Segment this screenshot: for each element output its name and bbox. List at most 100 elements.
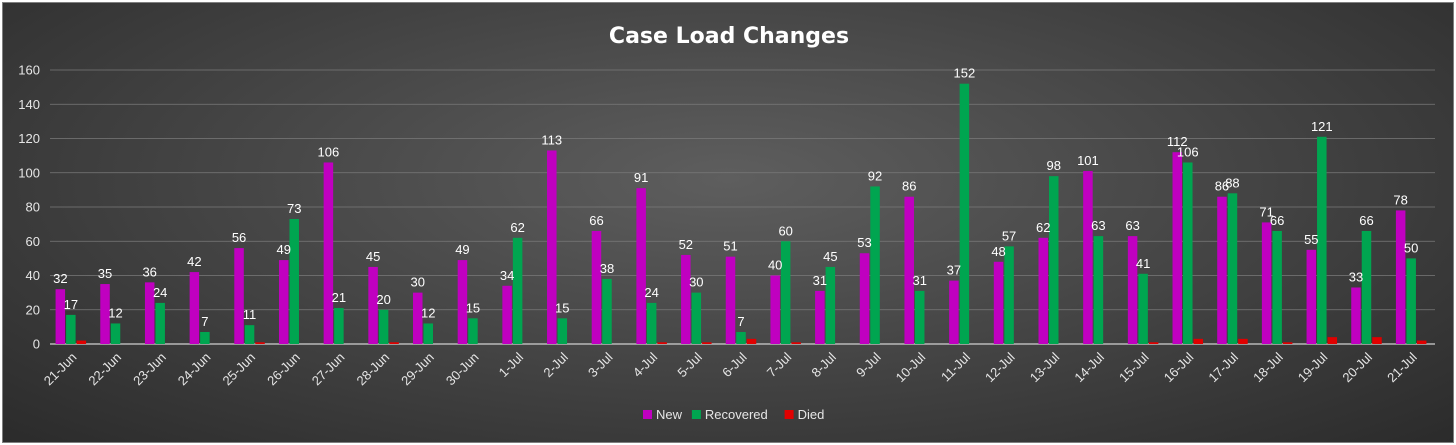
data-label-recovered: 57	[1002, 228, 1016, 243]
data-label-new: 66	[589, 213, 603, 228]
data-label-new: 51	[723, 239, 737, 254]
x-tick-label: 21-Jun	[41, 350, 80, 389]
bar-new	[457, 260, 468, 344]
bar-recovered	[1406, 258, 1416, 344]
data-label-recovered: 92	[868, 168, 882, 183]
bar-new	[681, 254, 691, 344]
bar-died	[255, 342, 265, 344]
bar-recovered	[155, 302, 165, 344]
bar-recovered	[825, 266, 836, 344]
data-label-recovered: 45	[823, 249, 837, 264]
data-label-recovered: 21	[332, 290, 346, 305]
bar-new	[1261, 222, 1272, 344]
x-tick-label: 19-Jul	[1295, 349, 1331, 385]
data-label-recovered: 121	[1311, 119, 1333, 134]
data-label-recovered: 60	[778, 223, 792, 238]
chart-title: Case Load Changes	[609, 24, 849, 49]
bar-recovered	[1227, 193, 1238, 344]
legend-item-new: New	[643, 407, 683, 422]
bar-recovered	[512, 237, 523, 344]
bar-recovered	[423, 323, 434, 344]
data-label-new: 63	[1125, 218, 1139, 233]
data-label-recovered: 30	[689, 275, 703, 290]
data-label-recovered: 7	[201, 314, 208, 329]
data-label-recovered: 63	[1091, 218, 1105, 233]
y-tick-label: 20	[26, 302, 40, 317]
bar-new	[189, 272, 200, 344]
bar-died	[76, 340, 87, 344]
data-label-new: 45	[366, 249, 380, 264]
bar-new	[591, 230, 602, 344]
bar-recovered	[378, 309, 389, 344]
data-label-recovered: 12	[108, 305, 122, 320]
x-tick-label: 14-Jul	[1071, 349, 1107, 385]
bar-recovered	[289, 218, 299, 344]
x-tick-label: 25-Jun	[219, 350, 258, 389]
bar-died	[1327, 337, 1338, 344]
bar-new	[1172, 152, 1183, 344]
bar-new	[144, 282, 155, 344]
data-label-new: 31	[813, 273, 827, 288]
y-tick-label: 120	[18, 131, 40, 146]
bar-new	[904, 196, 914, 344]
gridlines	[50, 69, 1435, 345]
x-tick-label: 29-Jun	[398, 350, 437, 389]
data-label-new: 53	[857, 235, 871, 250]
data-label-new: 106	[318, 144, 340, 159]
y-tick-label: 160	[18, 63, 40, 78]
bar-recovered	[914, 290, 925, 344]
data-label-new: 112	[1167, 134, 1188, 149]
x-tick-label: 30-Jun	[443, 350, 482, 389]
bar-recovered	[1093, 236, 1104, 344]
x-tick-label: 4-Jul	[630, 349, 661, 380]
bar-died	[702, 342, 712, 344]
data-label-recovered: 38	[600, 261, 614, 276]
bar-recovered	[1183, 162, 1193, 344]
x-tick-label: 21-Jul	[1384, 349, 1420, 385]
bar-recovered	[334, 308, 344, 344]
y-tick-label: 80	[26, 200, 40, 215]
data-label-new: 78	[1393, 192, 1407, 207]
bar-recovered	[736, 332, 746, 344]
bar-died	[1148, 342, 1159, 344]
y-tick-label: 0	[33, 337, 40, 352]
x-tick-label: 2-Jul	[540, 349, 571, 380]
data-label-new: 86	[1215, 179, 1229, 194]
legend-label: Recovered	[705, 407, 768, 422]
bar-new	[1083, 171, 1093, 344]
bar-new	[278, 260, 289, 344]
y-tick-label: 100	[18, 165, 40, 180]
bar-new	[502, 285, 512, 344]
data-label-new: 49	[276, 242, 290, 257]
legend-item-recovered: Recovered	[691, 407, 768, 422]
bar-recovered	[602, 278, 612, 344]
data-label-recovered: 11	[243, 307, 257, 322]
x-tick-label: 11-Jul	[938, 349, 973, 384]
data-label-new: 86	[902, 179, 916, 194]
bar-new	[993, 261, 1004, 344]
data-label-recovered: 73	[287, 201, 301, 216]
legend-swatch	[643, 410, 652, 419]
x-tick-label: 17-Jul	[1205, 349, 1241, 385]
data-label-recovered: 106	[1177, 144, 1199, 159]
bar-new	[636, 188, 646, 344]
bar-new	[949, 280, 959, 344]
bar-new	[1351, 287, 1361, 344]
x-tick-label: 22-Jun	[85, 350, 124, 389]
data-label-recovered: 50	[1404, 240, 1418, 255]
x-tick-label: 23-Jun	[130, 350, 169, 389]
x-tick-label: 12-Jul	[982, 349, 1018, 385]
bar-new	[1127, 236, 1138, 344]
bar-new	[1217, 196, 1227, 344]
data-label-new: 101	[1077, 153, 1099, 168]
x-tick-label: 28-Jun	[353, 350, 392, 389]
data-label-recovered: 12	[421, 305, 435, 320]
y-axis: 0 20 40 60 80 100 120 140 160	[18, 63, 40, 352]
x-tick-label: 26-Jun	[264, 350, 303, 389]
x-axis: 21-Jun 22-Jun 23-Jun 24-Jun 25-Jun 26-Jun 27-J…	[41, 349, 1420, 388]
bar-died	[389, 342, 399, 344]
bar-died	[746, 338, 757, 344]
data-label-new: 113	[541, 132, 562, 147]
bar-new	[1395, 210, 1406, 344]
data-label-new: 62	[1036, 220, 1050, 235]
